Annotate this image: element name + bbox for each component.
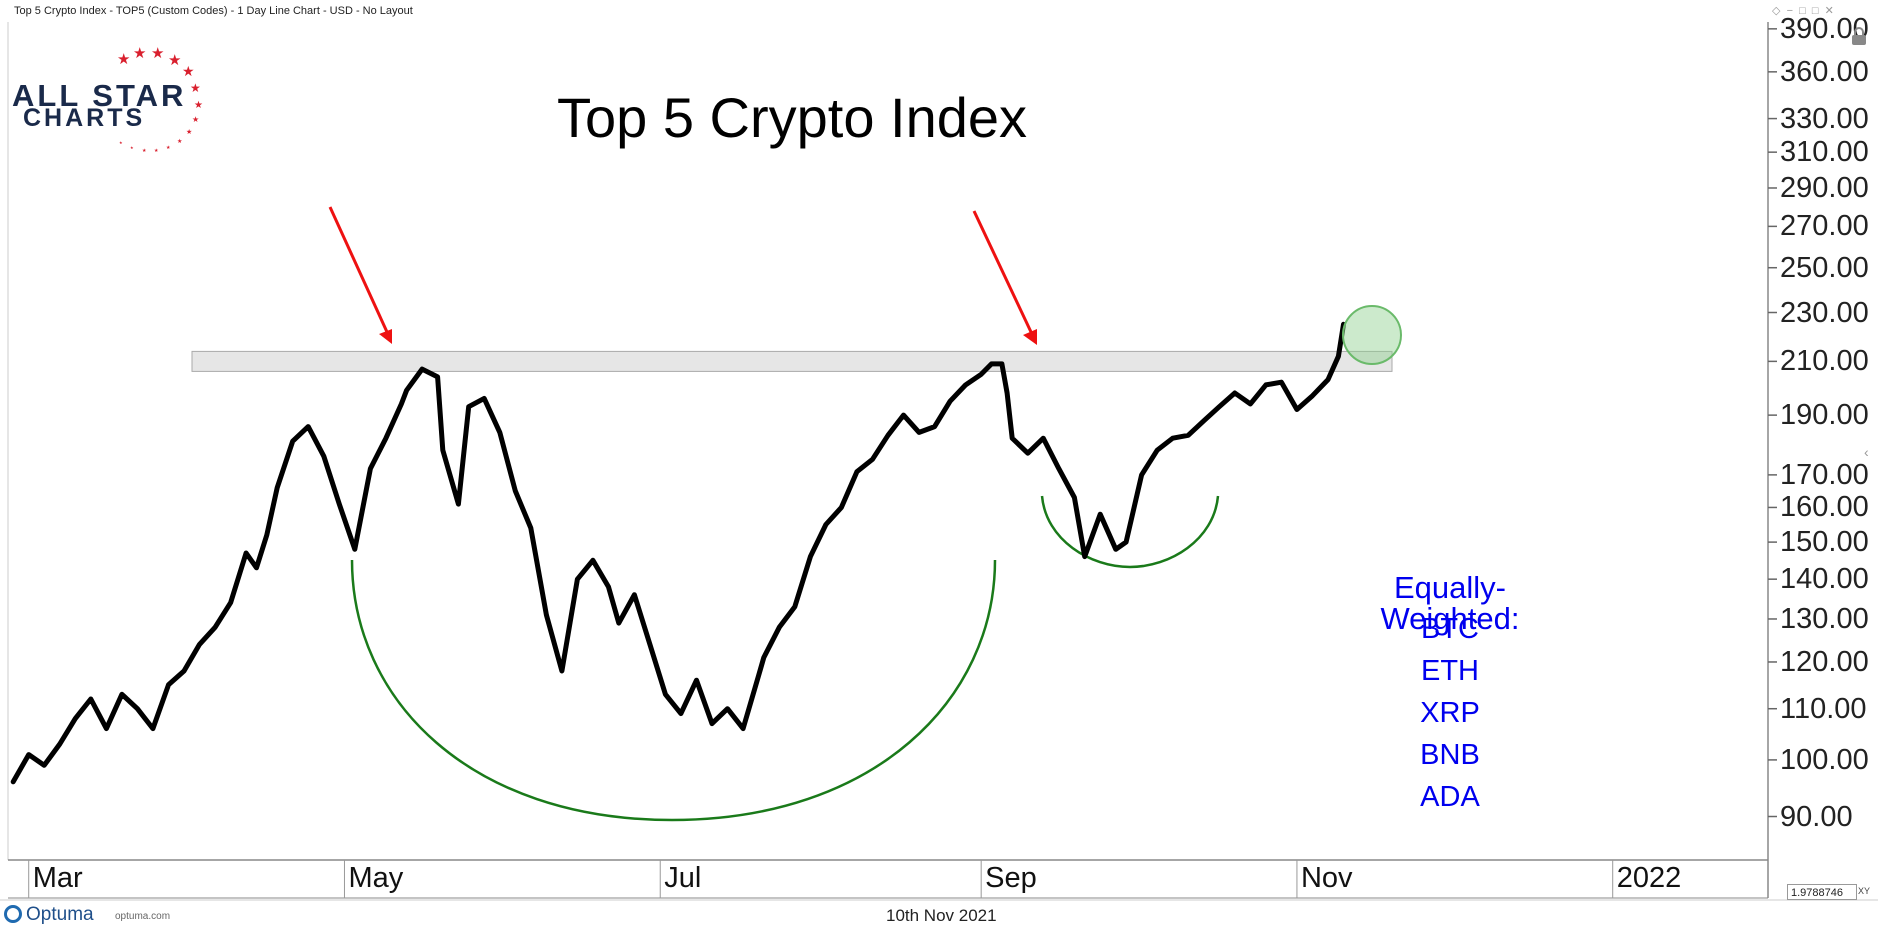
svg-text:★: ★ [133,45,146,62]
svg-text:★: ★ [186,128,192,136]
optuma-logo-icon [4,905,22,923]
svg-text:★: ★ [190,81,201,95]
legend-item-eth: ETH [1421,655,1479,687]
brand-site: optuma.com [115,911,171,922]
handle-arc [1040,495,1220,569]
x-tick-marks [28,860,1614,898]
lock-icon[interactable] [1850,26,1868,49]
window-controls-icon[interactable]: ◇ − □ □ ✕ [1772,5,1834,17]
y-tick-label: 210.00 [1780,345,1869,378]
breakout-circle [1342,305,1402,365]
chart-title: Top 5 Crypto Index [557,86,1028,149]
svg-text:★: ★ [182,63,195,79]
window-title-bar: Top 5 Crypto Index - TOP5 (Custom Codes)… [0,0,1878,22]
window-title: Top 5 Crypto Index - TOP5 (Custom Codes)… [14,5,413,17]
scale-readout[interactable]: 1.9788746 [1787,884,1857,900]
y-tick-label: 130.00 [1780,602,1869,635]
svg-text:★: ★ [154,148,159,154]
legend-item-xrp: XRP [1420,697,1480,729]
svg-text:★: ★ [168,52,181,69]
y-tick-label: 330.00 [1780,102,1869,135]
y-tick-marks [1768,28,1777,818]
x-tick-label: Sep [985,862,1037,894]
x-tick-label: Jul [664,862,702,894]
svg-text:★: ★ [166,145,171,151]
y-tick-label: 270.00 [1780,210,1869,243]
svg-text:★: ★ [192,115,199,124]
y-tick-label: 120.00 [1780,645,1869,678]
svg-text:★: ★ [194,100,203,111]
resistance-band [191,350,1393,372]
arrow-head-sep [1023,329,1037,345]
y-tick-label: 190.00 [1780,399,1869,432]
y-tick-label: 360.00 [1780,55,1869,88]
y-tick-label: 250.00 [1780,251,1869,284]
svg-text:★: ★ [177,138,182,145]
legend-item-btc: BTC [1421,613,1479,645]
cup-arc [350,559,997,822]
y-tick-label: 170.00 [1780,458,1869,491]
x-tick-label: Nov [1300,862,1353,894]
price-line [10,321,1346,785]
logo-line-2: CHARTS [23,104,146,132]
x-tick-label: May [348,862,404,894]
y-tick-label: 100.00 [1780,743,1869,776]
svg-text:★: ★ [130,145,134,150]
legend-item-bnb: BNB [1420,739,1480,771]
svg-text:★: ★ [117,51,130,68]
arrow-line-may [328,206,389,333]
svg-text:★: ★ [151,45,164,62]
svg-text:★: ★ [119,140,123,145]
y-tick-label: 310.00 [1780,136,1869,169]
logo-line-1: ALL STAR [12,78,187,113]
legend-item-ada: ADA [1420,781,1480,813]
y-tick-label: 290.00 [1780,171,1869,204]
x-tick-label: 2022 [1616,862,1682,894]
brand-name: Optuma [26,904,94,925]
legend-heading: Equally-Weighted: [1380,570,1520,636]
x-tick-label: Mar [32,862,83,894]
chevron-left-icon[interactable]: ‹ [1864,444,1869,460]
y-tick-label: 110.00 [1780,692,1867,725]
y-tick-label: 150.00 [1780,526,1869,559]
y-tick-label: 140.00 [1780,563,1869,596]
footer-date: 10th Nov 2021 [886,906,997,925]
logo-stars-icon: ★ ★ ★ ★ ★ ★ ★ ★ ★ ★ ★ ★ ★ ★ ★ [117,45,203,154]
y-tick-label: 160.00 [1780,491,1869,524]
arrow-line-sep [972,210,1033,333]
y-tick-label: 90.00 [1780,800,1853,833]
arrow-head-may [379,329,392,344]
scale-mode-badge[interactable]: XY [1858,886,1871,896]
svg-text:★: ★ [142,148,147,154]
y-tick-label: 230.00 [1780,296,1869,329]
